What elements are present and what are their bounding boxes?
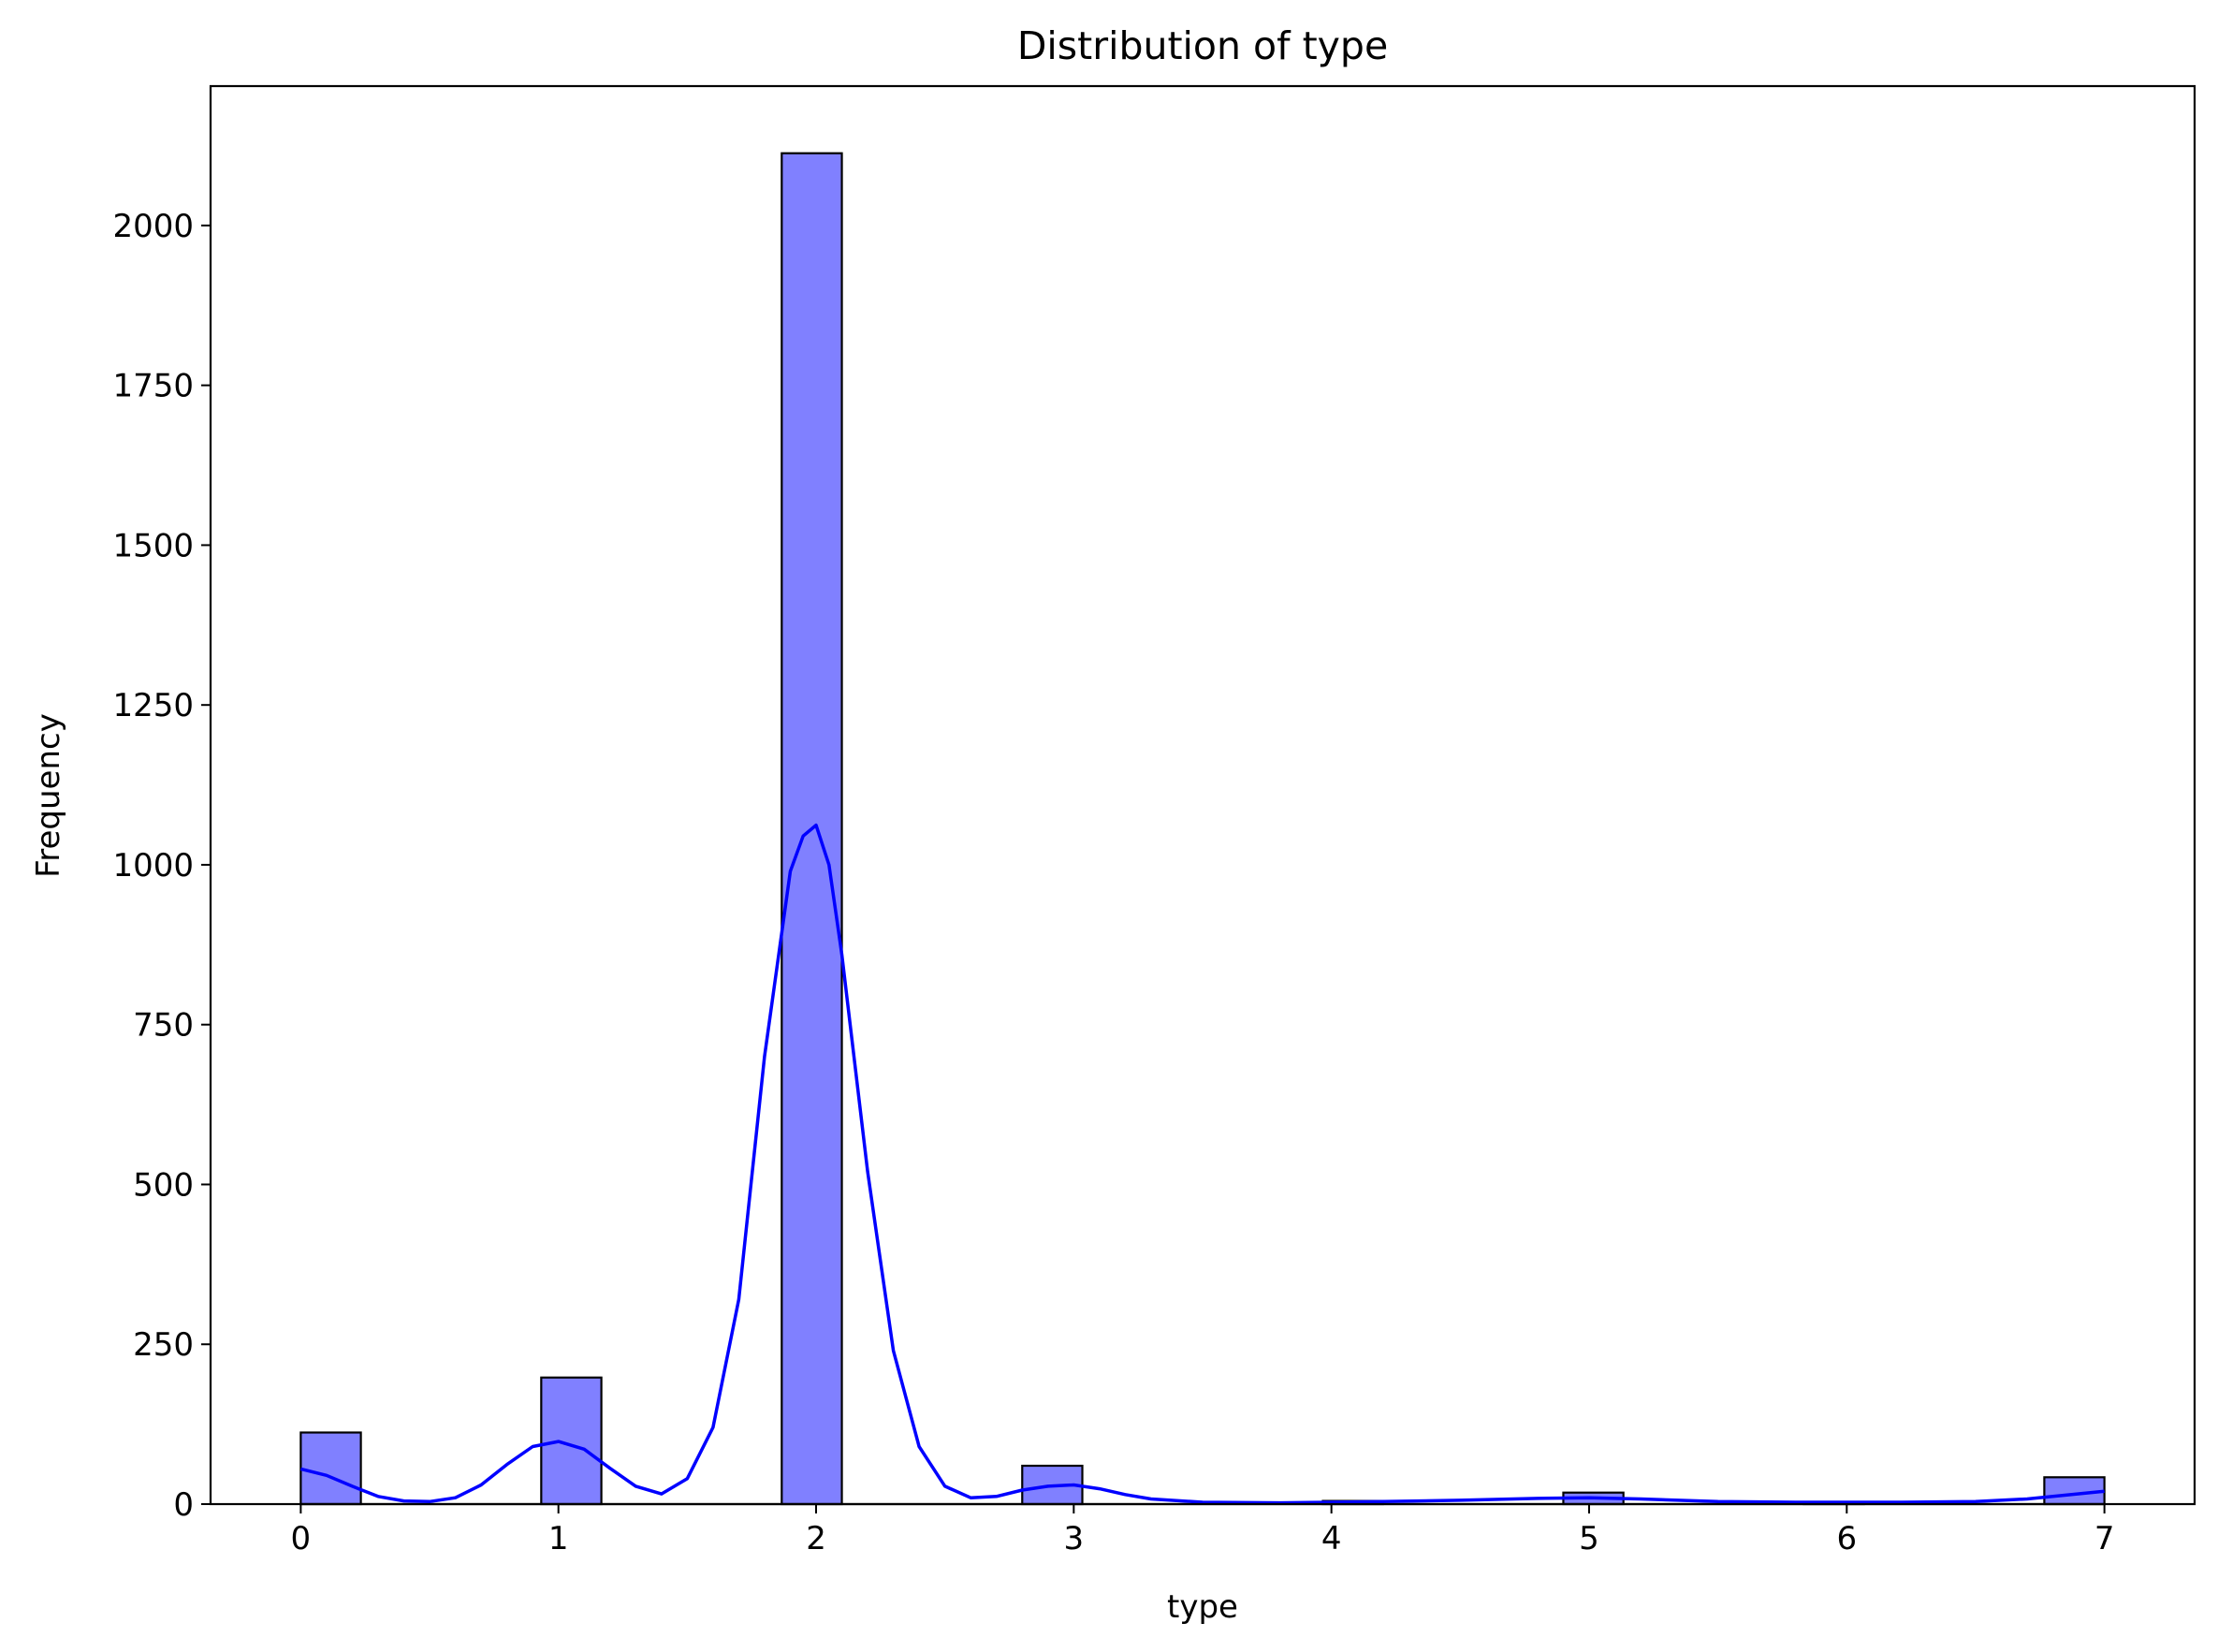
y-tick-label: 750: [133, 1007, 194, 1045]
chart-title: Distribution of type: [1017, 23, 1388, 68]
x-tick-label: 7: [2094, 1520, 2115, 1557]
histogram-bar-0: [299, 1431, 362, 1506]
x-tick-label: 0: [291, 1520, 312, 1557]
x-tick-label: 1: [548, 1520, 569, 1557]
histogram-bar-1: [540, 1376, 603, 1506]
y-tick-label: 0: [173, 1486, 194, 1524]
kde-curve: [299, 823, 2105, 1505]
y-tick-label: 1250: [112, 687, 194, 724]
x-tick-label: 2: [806, 1520, 826, 1557]
y-axis-label: Frequency: [30, 713, 67, 878]
y-tick-label: 1500: [112, 527, 194, 564]
x-tick-label: 6: [1836, 1520, 1857, 1557]
y-tick-label: 1750: [112, 368, 194, 405]
y-tick-label: 500: [133, 1166, 194, 1204]
y-tick-label: 2000: [112, 208, 194, 245]
x-tick-label: 3: [1064, 1520, 1085, 1557]
x-tick-label: 4: [1321, 1520, 1342, 1557]
y-tick-label: 250: [133, 1326, 194, 1364]
plot-frame: [209, 84, 2196, 1506]
x-axis-label: type: [1167, 1588, 1238, 1626]
y-tick-label: 1000: [112, 847, 194, 884]
x-axis: 0 1 2 3 4 5 6 7: [291, 1504, 2115, 1557]
x-tick-label: 5: [1579, 1520, 1599, 1557]
y-axis: 0 250 500 750 1000 1250 1500 1750 2000: [112, 208, 211, 1524]
